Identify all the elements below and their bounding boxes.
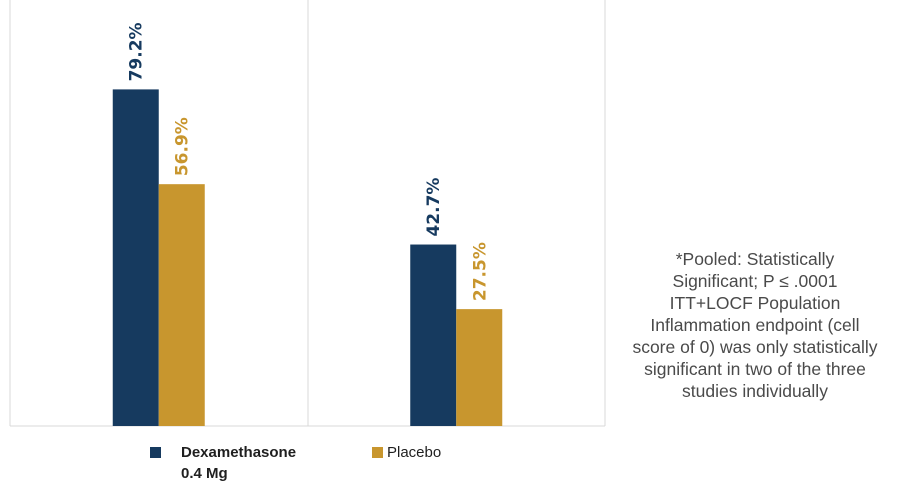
footnote-line-7: studies individually — [682, 381, 828, 401]
plot-frame — [9, 0, 606, 427]
legend-label-dexamethasone: Dexamethasone 0.4 Mg — [181, 442, 331, 484]
legend-item-dexamethasone: Dexamethasone 0.4 Mg — [150, 442, 331, 484]
bar-dexamethasone-2 — [410, 244, 457, 426]
footnote-line-6: significant in two of the three — [644, 359, 866, 379]
data-label-dexamethasone-2: 42.7% — [424, 178, 444, 237]
legend-swatch-dexamethasone — [150, 447, 161, 458]
bar-placebo-1 — [158, 184, 205, 426]
footnote-line-5: score of 0) was only statistically — [632, 337, 878, 357]
bars-group — [112, 89, 503, 427]
footnote: *Pooled: Statistically Significant; P ≤ … — [605, 248, 905, 402]
data-label-placebo-1: 56.9% — [173, 117, 193, 176]
footnote-line-3: ITT+LOCF Population — [669, 293, 841, 313]
chart-legend: Dexamethasone 0.4 Mg Placebo — [150, 442, 490, 484]
legend-swatch-placebo — [372, 447, 383, 458]
bar-placebo-2 — [456, 309, 503, 426]
legend-label-placebo: Placebo — [387, 444, 442, 461]
legend-label-dex-line1: Dexamethasone — [181, 444, 297, 461]
footnote-line-1: *Pooled: Statistically — [675, 249, 835, 269]
data-label-dexamethasone-1: 79.2% — [127, 22, 147, 81]
data-label-placebo-2: 27.5% — [470, 242, 490, 301]
data-labels-group: 79.2% 56.9% 42.7% 27.5% — [127, 22, 491, 301]
bar-dexamethasone-1 — [112, 89, 159, 427]
bar-chart: 79.2% 56.9% 42.7% 27.5% — [9, 0, 606, 427]
footnote-line-2: Significant; P ≤ .0001 — [672, 271, 838, 291]
footnote-line-4: Inflammation endpoint (cell — [650, 315, 860, 335]
legend-item-placebo: Placebo — [372, 442, 441, 463]
legend-label-dex-line2: 0.4 Mg — [181, 465, 228, 482]
